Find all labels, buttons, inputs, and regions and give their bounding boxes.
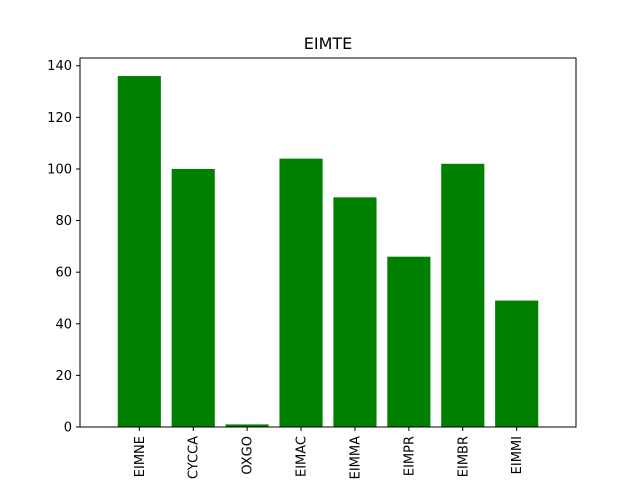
y-tick-label: 60 [55,266,72,281]
bar-eimbr [441,163,485,428]
y-tick-label: 140 [47,59,72,74]
y-tick-label: 100 [47,162,72,177]
bar-eimma [333,197,377,427]
x-axis: EIMNE CYCCA OXGO EIMAC EIMMA EIMPR EIMBR EIMMI [133,427,525,479]
x-tick-label: EIMMI [510,436,525,474]
x-tick-label: EIMBR [456,436,471,477]
y-tick-label: 0 [64,421,72,436]
plot-area-frame [79,57,577,428]
x-tick-label: OXGO [241,436,256,475]
bar-cycca [171,168,215,427]
y-tick-label: 80 [55,214,72,229]
bar-eimne [117,76,161,428]
x-tick-label: EIMPR [402,436,417,476]
y-axis: 0 20 40 60 80 100 120 140 [47,59,80,436]
x-tick-label: EIMMA [348,436,363,479]
chart-title: EIMTE [304,34,353,53]
bars [117,76,539,428]
bar-eimmi [495,300,539,427]
x-tick-label: EIMNE [133,436,148,477]
x-tick-label: CYCCA [187,436,202,479]
x-tick-label: EIMAC [295,436,310,477]
bar-oxgo [225,424,269,427]
y-tick-label: 20 [55,369,72,384]
bar-eimac [279,158,323,428]
bar-eimpr [387,256,431,427]
y-tick-label: 120 [47,111,72,126]
y-tick-label: 40 [55,317,72,332]
